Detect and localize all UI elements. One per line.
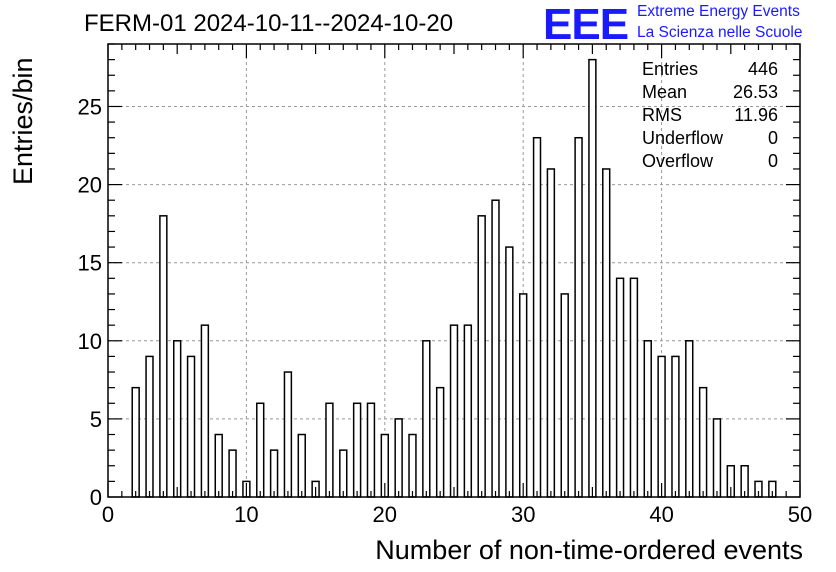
histogram-bar <box>574 136 583 498</box>
histogram-bar <box>256 402 265 498</box>
y-tick-label: 20 <box>78 173 102 198</box>
histogram-bar <box>394 418 403 498</box>
histogram-bar <box>145 355 154 498</box>
stat-label: RMS <box>642 105 682 125</box>
histogram-bar <box>297 433 306 498</box>
stat-row-rms: RMS 11.96 <box>642 104 778 127</box>
histogram-bar <box>228 449 237 498</box>
histogram-bar <box>546 168 556 498</box>
histogram-bar <box>685 340 694 498</box>
stat-label: Overflow <box>642 151 714 171</box>
histogram-bar <box>518 293 528 498</box>
histogram-bar <box>422 340 431 498</box>
histogram-bar <box>588 58 597 498</box>
histogram-bar <box>159 215 168 498</box>
histogram-bar <box>615 277 625 498</box>
stat-label: Mean <box>642 82 688 102</box>
stat-value: 11.96 <box>734 105 778 125</box>
stat-row-underflow: Underflow 0 <box>642 127 778 150</box>
histogram-bar <box>214 433 223 498</box>
histogram-bar <box>283 371 293 498</box>
logo-line-1: Extreme Energy Events <box>637 3 800 20</box>
histogram-bar <box>505 246 514 498</box>
y-tick-label: 0 <box>90 485 102 510</box>
histogram-bar <box>449 324 459 498</box>
histogram-bar <box>339 449 348 498</box>
eee-logo: EEE <box>543 0 629 49</box>
tick-labels: 0 10 20 30 40 50 0 5 10 15 20 25 <box>78 94 813 527</box>
axes-frame <box>107 43 801 498</box>
histogram-bar <box>602 168 611 498</box>
histogram-bar <box>366 402 376 498</box>
histogram-bar <box>172 340 182 498</box>
stat-row-mean: Mean 26.53 <box>642 81 778 104</box>
y-axis-label: Entries/bin <box>8 57 38 185</box>
histogram-bar <box>560 293 569 498</box>
stat-row-overflow: Overflow 0 <box>642 150 778 173</box>
stat-value: 446 <box>747 59 778 79</box>
histogram-bar <box>435 386 445 498</box>
x-tick-label: 10 <box>234 502 258 527</box>
stat-value: 0 <box>767 128 778 148</box>
histogram-bar <box>408 433 417 498</box>
stat-value: 0 <box>767 151 778 171</box>
histogram-bar <box>657 355 666 498</box>
histogram-bar <box>200 324 210 498</box>
histogram-bar <box>629 277 639 498</box>
histogram-bar <box>131 386 140 498</box>
x-tick-label: 50 <box>788 502 812 527</box>
histogram-bar <box>712 418 722 498</box>
histogram-bars <box>131 58 777 498</box>
histogram-bar <box>352 402 362 498</box>
logo-line-2: La Scienza nelle Scuole <box>637 24 803 41</box>
histogram-bar <box>269 449 279 498</box>
grid-lines <box>108 44 800 497</box>
histogram-bar <box>186 355 196 498</box>
histogram-bar <box>671 355 680 498</box>
x-tick-label: 20 <box>373 502 397 527</box>
histogram-bar <box>325 402 334 498</box>
x-tick-label: 40 <box>649 502 673 527</box>
chart-title: FERM-01 2024-10-11--2024-10-20 <box>84 10 454 37</box>
stat-row-entries: Entries 446 <box>642 58 778 81</box>
stat-label: Entries <box>642 59 699 79</box>
y-tick-label: 5 <box>90 407 102 432</box>
histogram-bar <box>698 386 708 498</box>
y-tick-label: 15 <box>78 251 102 276</box>
stat-value: 26.53 <box>732 82 778 102</box>
histogram-bar <box>491 199 500 498</box>
y-tick-label: 10 <box>78 329 102 354</box>
histogram-bar <box>643 340 652 498</box>
x-tick-label: 0 <box>102 502 114 527</box>
stat-label: Underflow <box>642 128 724 148</box>
stats-box: Entries 446 Mean 26.53 RMS 11.96 Underfl… <box>642 58 778 173</box>
histogram-bar <box>477 215 486 498</box>
x-tick-label: 30 <box>511 502 535 527</box>
y-tick-label: 25 <box>78 94 102 119</box>
histogram-bar <box>532 136 542 498</box>
histogram-bar <box>463 324 473 498</box>
x-axis-label: Number of non-time-ordered events <box>375 535 803 565</box>
